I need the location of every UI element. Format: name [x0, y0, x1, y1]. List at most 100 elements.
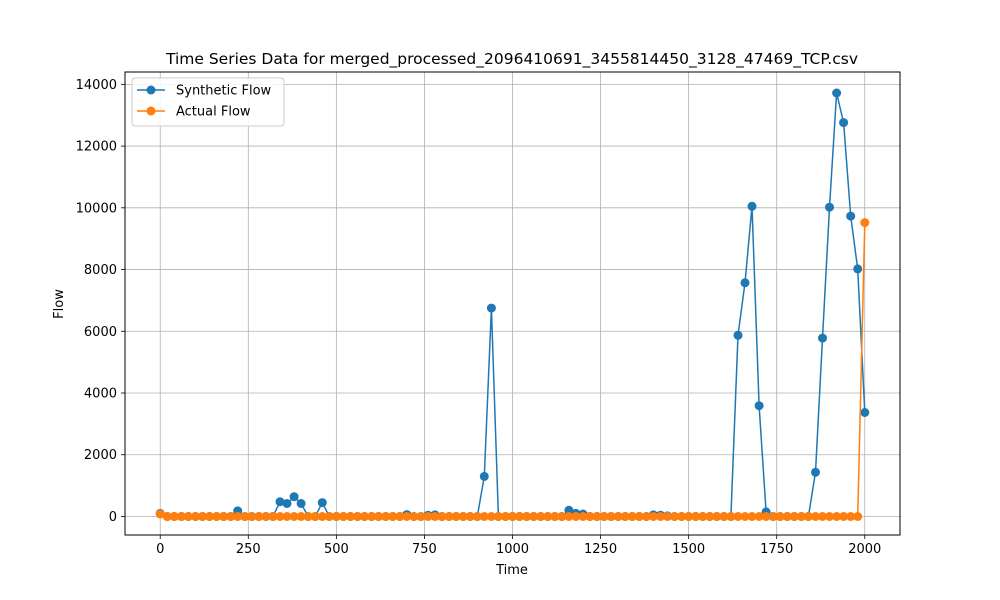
- legend-label: Actual Flow: [176, 105, 251, 120]
- data-point: [691, 512, 701, 521]
- legend-swatch-marker: [146, 85, 156, 95]
- data-point: [564, 512, 574, 521]
- data-point: [472, 512, 482, 521]
- x-tick-label: 1750: [760, 542, 793, 557]
- data-point: [169, 512, 179, 521]
- x-tick-label: 500: [324, 542, 349, 557]
- grid: [125, 72, 900, 535]
- y-tick-label: 4000: [84, 387, 117, 402]
- y-tick-label: 2000: [84, 448, 117, 463]
- data-point: [613, 512, 623, 521]
- data-point: [162, 512, 172, 521]
- data-point: [493, 512, 503, 521]
- data-point: [796, 512, 806, 521]
- data-point: [754, 512, 764, 521]
- data-point: [360, 512, 369, 521]
- data-point: [247, 512, 257, 521]
- data-point: [811, 467, 820, 477]
- data-point: [818, 333, 827, 343]
- data-point: [740, 512, 750, 521]
- data-point: [486, 512, 496, 521]
- data-point: [564, 505, 574, 515]
- data-point: [846, 512, 856, 521]
- data-point: [176, 512, 186, 521]
- data-point: [656, 512, 665, 521]
- data-point: [346, 512, 355, 521]
- data-point: [733, 330, 743, 340]
- data-point: [648, 512, 658, 521]
- data-point: [212, 512, 222, 521]
- legend-box: [131, 77, 285, 127]
- data-point: [374, 512, 384, 521]
- y-tick-label: 12000: [76, 140, 117, 155]
- data-point: [529, 512, 539, 521]
- data-point: [571, 512, 581, 521]
- data-point: [634, 512, 644, 521]
- data-point: [747, 512, 757, 521]
- data-point: [268, 512, 278, 521]
- data-point: [444, 512, 454, 521]
- data-point: [515, 512, 524, 521]
- data-point: [825, 202, 834, 212]
- y-tick-label: 14000: [76, 78, 117, 93]
- data-point: [641, 512, 651, 521]
- data-point: [317, 512, 327, 521]
- data-point: [627, 512, 637, 521]
- data-point: [233, 512, 243, 521]
- data-point: [486, 303, 496, 313]
- x-tick-label: 750: [412, 542, 437, 557]
- data-point: [846, 211, 856, 221]
- data-point: [839, 118, 849, 128]
- data-point: [416, 512, 426, 521]
- data-point: [367, 512, 377, 521]
- data-point: [789, 512, 799, 521]
- legend-item: Actual Flow: [137, 105, 251, 120]
- data-point: [303, 512, 313, 521]
- series-actual-flow: [155, 218, 870, 521]
- data-point: [479, 471, 489, 481]
- y-tick-label: 6000: [84, 325, 117, 340]
- data-point: [768, 512, 778, 521]
- data-point: [310, 512, 320, 521]
- y-tick-label: 0: [109, 510, 117, 525]
- data-point: [705, 512, 715, 521]
- data-point: [219, 512, 229, 521]
- data-point: [698, 512, 708, 521]
- data-point: [712, 512, 722, 521]
- data-point: [853, 512, 863, 521]
- data-point: [599, 512, 609, 521]
- data-point: [437, 512, 447, 521]
- series-layer: [155, 88, 870, 521]
- data-point: [839, 512, 849, 521]
- data-point: [719, 512, 729, 521]
- data-point: [381, 512, 391, 521]
- y-tick-label: 8000: [84, 263, 117, 278]
- data-point: [240, 512, 250, 521]
- data-point: [430, 512, 440, 521]
- data-point: [747, 201, 757, 211]
- data-point: [606, 512, 616, 521]
- data-point: [395, 512, 405, 521]
- x-tick-label: 1000: [496, 542, 529, 557]
- data-point: [811, 512, 820, 521]
- data-point: [557, 512, 567, 521]
- data-point: [853, 264, 863, 274]
- data-point: [860, 218, 870, 228]
- data-point: [522, 512, 532, 521]
- data-point: [803, 512, 813, 521]
- data-point: [684, 512, 694, 521]
- data-point: [289, 512, 299, 521]
- data-point: [592, 512, 602, 521]
- data-point: [775, 512, 785, 521]
- data-point: [275, 497, 285, 507]
- data-point: [155, 509, 165, 519]
- data-point: [423, 512, 433, 521]
- x-tick-label: 1250: [584, 542, 617, 557]
- data-point: [205, 512, 214, 521]
- legend-swatch-marker: [146, 106, 156, 116]
- data-point: [198, 512, 207, 521]
- data-point: [296, 512, 306, 521]
- legend-label: Synthetic Flow: [176, 84, 272, 99]
- x-axis-label: Time: [495, 563, 528, 578]
- data-point: [465, 512, 475, 521]
